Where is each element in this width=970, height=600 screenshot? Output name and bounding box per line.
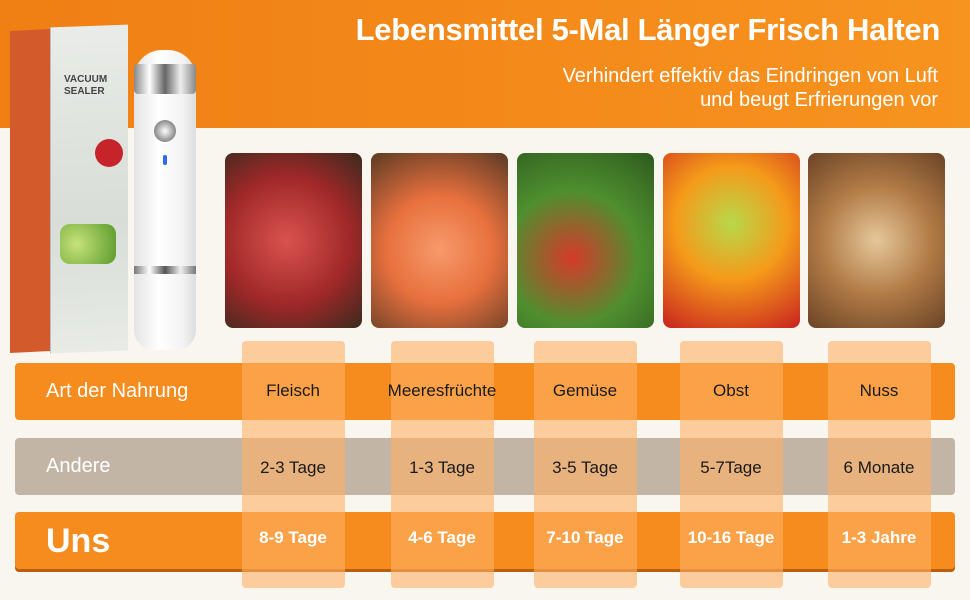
fruits-photo bbox=[663, 153, 800, 328]
cell-other: 1-3 Tage bbox=[409, 458, 475, 477]
subheadline-line-2: und beugt Erfrierungen vor bbox=[700, 89, 938, 111]
box-label: VACUUM SEALER bbox=[64, 74, 108, 97]
subheadline-line-1: Verhindert effektiv das Eindringen von L… bbox=[562, 65, 938, 87]
fish-photo bbox=[371, 153, 508, 328]
row-label: Uns bbox=[46, 522, 111, 560]
cell-other: 2-3 Tage bbox=[260, 458, 326, 477]
vacuum-sealer-device-image bbox=[134, 50, 196, 350]
cell-food: Meeresfrüchte bbox=[387, 381, 497, 400]
cell-us: 7-10 Tage bbox=[546, 528, 624, 547]
cell-us: 4-6 Tage bbox=[408, 528, 476, 547]
cell-other: 6 Monate bbox=[843, 458, 915, 477]
meat-photo bbox=[225, 153, 362, 328]
cell-food: Nuss bbox=[859, 381, 899, 400]
cell-other: 5-7Tage bbox=[700, 458, 762, 477]
row-label: Andere bbox=[46, 455, 111, 477]
cell-other: 3-5 Tage bbox=[552, 458, 618, 477]
power-button-icon bbox=[154, 120, 176, 142]
vegetables-photo bbox=[517, 153, 654, 328]
cell-food: Obst bbox=[713, 381, 749, 400]
cell-us: 8-9 Tage bbox=[259, 528, 327, 547]
column-highlight bbox=[534, 341, 637, 588]
cell-us: 10-16 Tage bbox=[687, 528, 775, 547]
cell-food: Gemüse bbox=[552, 381, 618, 400]
column-highlight bbox=[828, 341, 931, 588]
product-box-image: VACUUM SEALER bbox=[10, 14, 128, 354]
cell-us: 1-3 Jahre bbox=[841, 528, 917, 547]
column-highlight bbox=[680, 341, 783, 588]
subheadline: Verhindert effektiv das Eindringen von L… bbox=[563, 64, 938, 112]
column-highlight bbox=[242, 341, 345, 588]
nuts-photo bbox=[808, 153, 945, 328]
row-label: Art der Nahrung bbox=[46, 380, 189, 402]
column-highlight bbox=[391, 341, 494, 588]
headline: Lebensmittel 5-Mal Länger Frisch Halten bbox=[355, 12, 941, 47]
cell-food: Fleisch bbox=[266, 381, 320, 400]
